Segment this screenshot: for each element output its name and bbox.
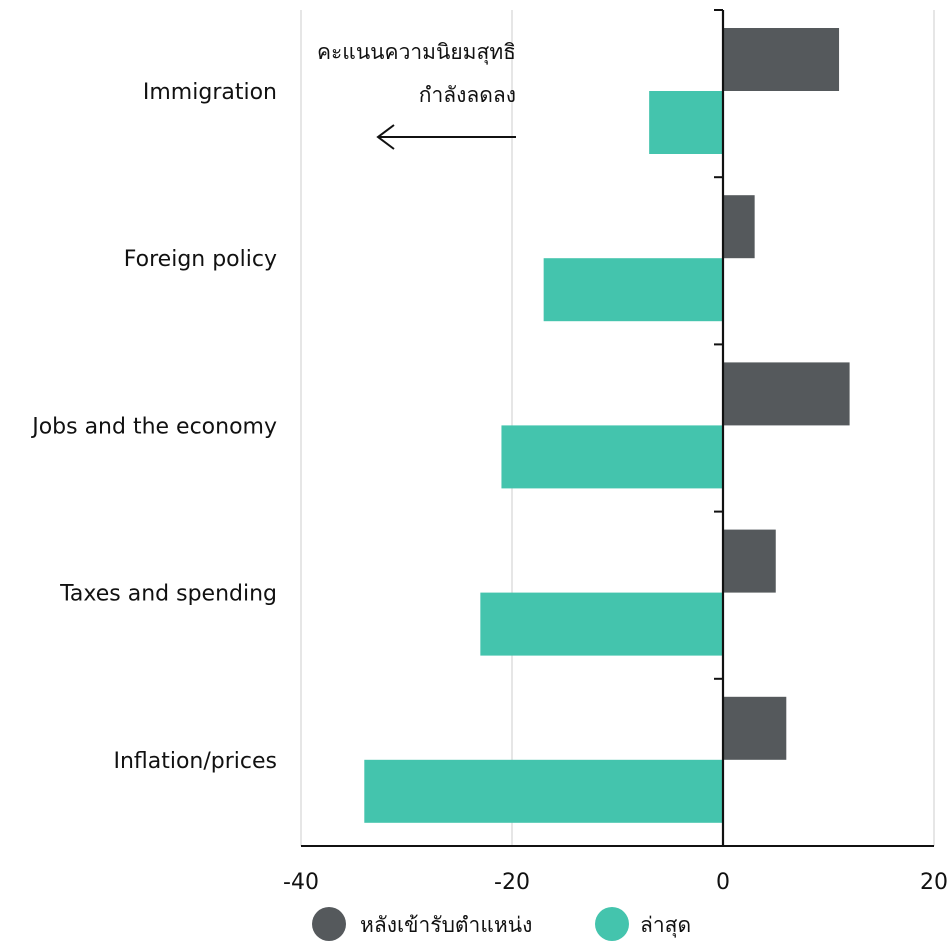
annotation-line-1: คะแนนความนิยมสุทธิ xyxy=(317,40,516,65)
bar-after-taking-office-4 xyxy=(723,696,787,760)
legend-swatch-teal xyxy=(595,907,629,941)
left-arrow-icon xyxy=(376,124,516,150)
x-tick-label--20: -20 xyxy=(494,870,530,895)
bar-latest-3 xyxy=(480,592,723,656)
tick-labels: -40 -20 0 20 xyxy=(283,870,947,895)
bar-after-taking-office-1 xyxy=(723,195,755,259)
x-tick-label-0: 0 xyxy=(716,870,730,895)
legend-label-series-1: หลังเข้ารับตำแหน่ง xyxy=(360,913,532,937)
bar-latest-0 xyxy=(649,91,723,154)
bar-after-taking-office-0 xyxy=(723,28,840,91)
legend-label-series-2: ล่าสุด xyxy=(640,913,691,938)
legend-item-series-2: ล่าสุด xyxy=(595,907,691,941)
bar-latest-4 xyxy=(364,759,723,823)
x-tick-label--40: -40 xyxy=(283,870,319,895)
category-label-2: Jobs and the economy xyxy=(30,414,277,439)
axes xyxy=(301,9,934,847)
annotation: คะแนนความนิยมสุทธิ กำลังลดลง xyxy=(317,40,516,150)
annotation-line-2: กำลังลดลง xyxy=(419,83,516,107)
category-label-4: Inflation/prices xyxy=(113,749,277,774)
category-label-3: Taxes and spending xyxy=(59,582,277,607)
x-tick-label-20: 20 xyxy=(920,870,947,895)
legend-item-series-1: หลังเข้ารับตำแหน่ง xyxy=(312,907,532,941)
bar-latest-1 xyxy=(543,258,723,322)
bar-after-taking-office-2 xyxy=(723,362,850,426)
legend-swatch-dark xyxy=(312,907,346,941)
bars xyxy=(364,28,850,823)
category-labels: Immigration Foreign policy Jobs and the ec… xyxy=(30,80,277,774)
legend: หลังเข้ารับตำแหน่ง ล่าสุด xyxy=(312,907,691,941)
category-label-0: Immigration xyxy=(143,80,277,105)
category-label-1: Foreign policy xyxy=(124,247,277,272)
bar-after-taking-office-3 xyxy=(723,529,776,593)
bar-latest-2 xyxy=(501,425,723,489)
